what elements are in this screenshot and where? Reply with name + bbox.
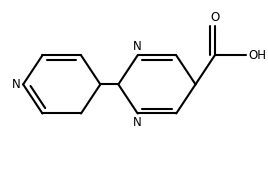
Text: OH: OH xyxy=(248,49,266,62)
Text: N: N xyxy=(12,78,21,91)
Text: N: N xyxy=(133,40,142,53)
Text: O: O xyxy=(210,11,219,24)
Text: N: N xyxy=(133,116,142,129)
